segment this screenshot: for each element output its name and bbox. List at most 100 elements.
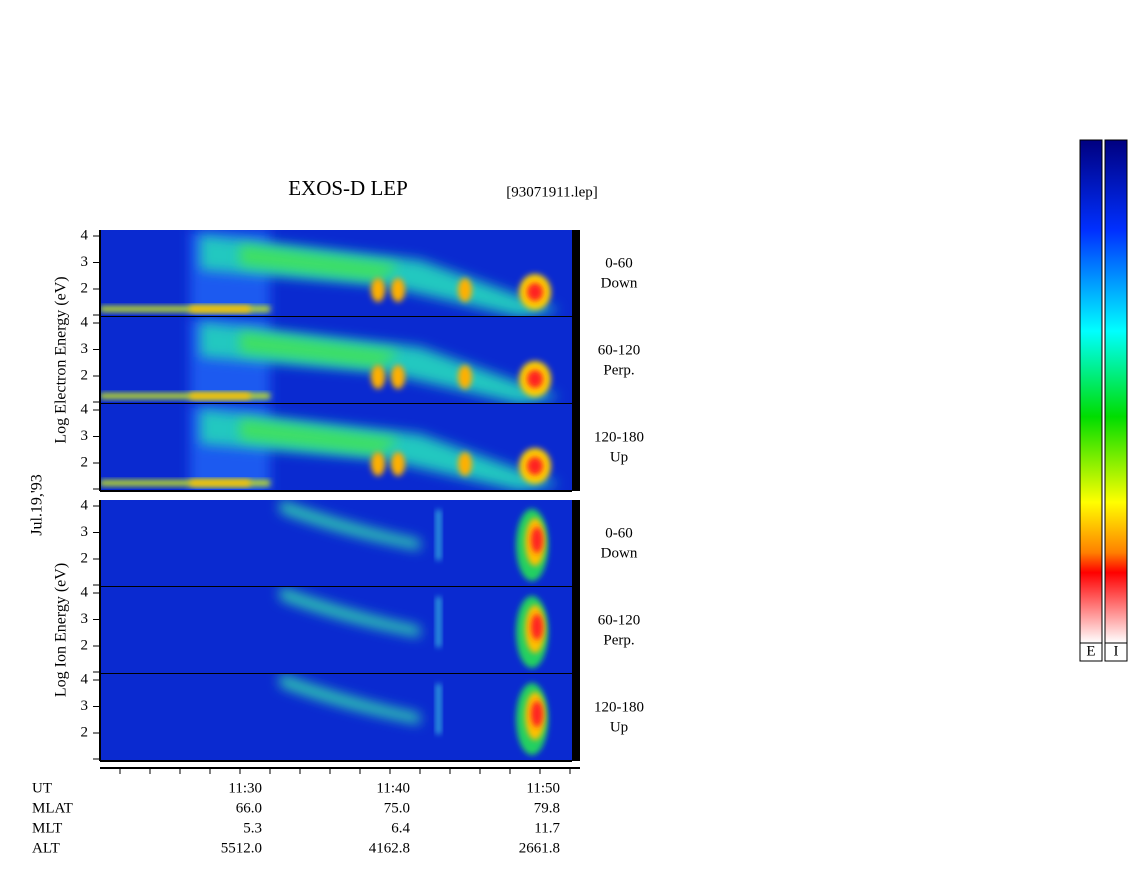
arc xyxy=(280,587,420,637)
row-value: 11:50 xyxy=(526,780,560,796)
group-label: Log Electron Energy (eV) xyxy=(53,276,70,443)
y-tick-label: 2 xyxy=(81,367,89,383)
blob xyxy=(527,370,543,388)
row-value: 11:30 xyxy=(228,780,262,796)
y-tick-label: 4 xyxy=(81,314,89,330)
line xyxy=(100,480,270,486)
y-tick-label: 4 xyxy=(81,401,89,417)
spectrogram xyxy=(100,404,572,491)
spot xyxy=(391,278,405,302)
line xyxy=(190,393,250,399)
spot xyxy=(391,365,405,389)
y-tick-label: 4 xyxy=(81,671,89,687)
row-value: 6.4 xyxy=(391,820,410,836)
edge xyxy=(572,317,580,404)
blob xyxy=(531,701,543,727)
line xyxy=(100,306,270,312)
row-value: 2661.8 xyxy=(519,840,560,856)
streak xyxy=(436,684,441,734)
row-value: 11.7 xyxy=(534,820,560,836)
band xyxy=(240,332,400,367)
spot xyxy=(371,365,385,389)
panel-bg xyxy=(100,500,572,587)
edge xyxy=(572,500,580,587)
row-name: UT xyxy=(32,780,52,796)
colorbar-box xyxy=(1079,642,1103,662)
row-value: 4162.8 xyxy=(369,840,410,856)
direction-label: Up xyxy=(610,449,628,465)
y-tick-label: 2 xyxy=(81,637,89,653)
direction-label: Perp. xyxy=(603,362,634,378)
arc xyxy=(280,674,420,724)
row-value: 11:40 xyxy=(376,780,410,796)
blob xyxy=(531,614,543,640)
angle-label: 0-60 xyxy=(605,255,633,271)
y-tick-label: 3 xyxy=(81,254,89,270)
blob xyxy=(531,527,543,553)
y-tick-label: 4 xyxy=(81,497,89,513)
row-name: MLT xyxy=(32,820,62,836)
direction-label: Perp. xyxy=(603,632,634,648)
angle-label: 120-180 xyxy=(594,699,644,715)
spot xyxy=(458,365,472,389)
band xyxy=(240,419,400,454)
line xyxy=(190,480,250,486)
blob xyxy=(527,283,543,301)
edge xyxy=(572,404,580,491)
colorbar-label: E xyxy=(1086,643,1095,659)
y-tick-label: 4 xyxy=(81,584,89,600)
y-tick-label: 2 xyxy=(81,550,89,566)
colorbar xyxy=(1104,139,1128,644)
angle-label: 0-60 xyxy=(605,525,633,541)
y-tick-label: 2 xyxy=(81,280,89,296)
date: Jul.19,'93 xyxy=(29,474,46,536)
row-value: 5512.0 xyxy=(221,840,262,856)
group-label: Log Ion Energy (eV) xyxy=(53,563,70,697)
edge xyxy=(572,230,580,317)
colorbar-label: I xyxy=(1114,643,1119,659)
line xyxy=(100,393,270,399)
row-value: 79.8 xyxy=(534,800,560,816)
band xyxy=(240,245,400,280)
spot xyxy=(458,278,472,302)
arc xyxy=(280,500,420,550)
spectrogram xyxy=(100,230,572,317)
spot xyxy=(371,278,385,302)
edge xyxy=(572,587,580,674)
angle-label: 120-180 xyxy=(594,429,644,445)
direction-label: Down xyxy=(601,545,638,561)
spot xyxy=(391,452,405,476)
angle-label: 60-120 xyxy=(598,342,641,358)
y-tick-label: 3 xyxy=(81,698,89,714)
colorbar-box xyxy=(1104,642,1128,662)
y-tick-label: 2 xyxy=(81,454,89,470)
panel-bg xyxy=(100,587,572,674)
colorbar xyxy=(1079,139,1103,644)
row-name: MLAT xyxy=(32,800,73,816)
direction-label: Down xyxy=(601,275,638,291)
line xyxy=(190,306,250,312)
streak xyxy=(436,510,441,560)
spectrogram xyxy=(100,674,572,761)
y-tick-label: 2 xyxy=(81,724,89,740)
y-tick-label: 3 xyxy=(81,524,89,540)
title: EXOS-D LEP xyxy=(288,176,408,200)
y-tick-label: 3 xyxy=(81,428,89,444)
spectrogram xyxy=(100,587,572,674)
edge xyxy=(572,674,580,761)
spectrogram xyxy=(100,317,572,404)
spot xyxy=(371,452,385,476)
y-tick-label: 3 xyxy=(81,341,89,357)
spectrogram xyxy=(100,500,572,587)
y-tick-label: 4 xyxy=(81,227,89,243)
row-value: 75.0 xyxy=(384,800,410,816)
panel-bg xyxy=(100,674,572,761)
row-name: ALT xyxy=(32,840,60,856)
direction-label: Up xyxy=(610,719,628,735)
file-name: [93071911.lep] xyxy=(506,184,598,200)
spot xyxy=(458,452,472,476)
row-value: 5.3 xyxy=(243,820,262,836)
angle-label: 60-120 xyxy=(598,612,641,628)
y-tick-label: 3 xyxy=(81,611,89,627)
